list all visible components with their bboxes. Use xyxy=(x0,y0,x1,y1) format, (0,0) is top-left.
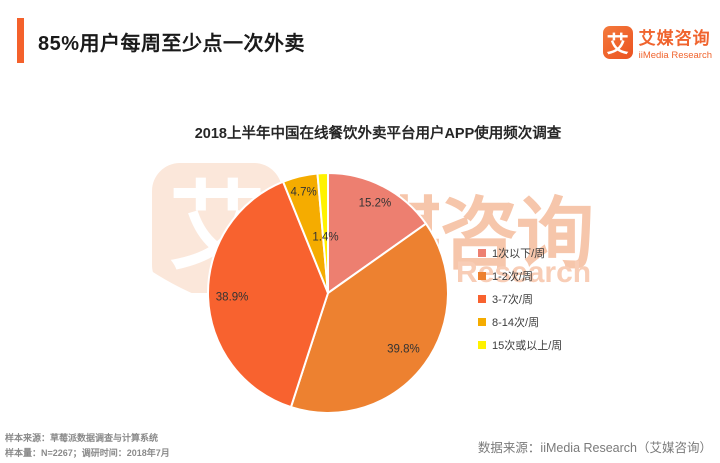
brand-name-en: iiMedia Research xyxy=(638,50,712,61)
pie-chart-container: 15.2% 39.8% 38.9% 4.7% 1.4% xyxy=(203,168,453,418)
pie-label-3: 4.7% xyxy=(290,187,316,199)
pie-slice-2 xyxy=(206,180,329,409)
legend-swatch-icon xyxy=(478,340,486,349)
legend-label: 1-2次/周 xyxy=(492,270,533,283)
footer-data-source: 数据来源：iiMedia Research（艾媒咨询） xyxy=(477,441,712,455)
pie-label-2: 38.9% xyxy=(216,291,249,303)
legend-label: 15次或以上/周 xyxy=(492,339,563,352)
legend-swatch-icon xyxy=(478,271,486,280)
legend-label: 1次以下/周 xyxy=(492,247,546,260)
brand-logo: 艾 艾媒咨询 iiMedia Research xyxy=(602,24,712,61)
brand-text: 艾媒咨询 iiMedia Research xyxy=(639,24,712,61)
pie-chart: 15.2% 39.8% 38.9% 4.7% 1.4% xyxy=(206,171,449,414)
chart-title: 2018上半年中国在线餐饮外卖平台用户APP使用频次调查 xyxy=(194,126,562,142)
pie-slice-0 xyxy=(327,172,427,294)
legend-item-4: 15次或以上/周 xyxy=(478,338,563,352)
footer-sample-info: 样本来源：草莓派数据调查与计算系统 样本量：N=2267；调研时间：2018年7… xyxy=(5,431,170,461)
pie-slice-4 xyxy=(316,171,329,294)
brand-name-cn: 艾媒咨询 xyxy=(638,29,711,48)
legend-label: 3-7次/周 xyxy=(492,293,533,306)
footer-sample-source: 样本来源：草莓派数据调查与计算系统 xyxy=(5,433,159,443)
legend: 1次以下/周 1-2次/周 3-7次/周 8-14次/周 15次或以上/周 xyxy=(478,246,562,361)
legend-swatch-icon xyxy=(478,317,486,326)
pie-slice-1 xyxy=(289,222,449,414)
legend-item-3: 8-14次/周 xyxy=(478,315,562,329)
pie-label-0: 15.2% xyxy=(359,197,392,209)
pie-label-1: 39.8% xyxy=(387,344,420,356)
legend-label: 8-14次/周 xyxy=(492,316,540,329)
legend-swatch-icon xyxy=(478,248,486,257)
iimedia-logo-icon: 艾 xyxy=(602,26,633,59)
legend-item-2: 3-7次/周 xyxy=(478,292,562,306)
pie-label-4: 1.4% xyxy=(312,232,338,244)
legend-item-0: 1次以下/周 xyxy=(478,246,562,260)
footer-sample-size: 样本量：N=2267；调研时间：2018年7月 xyxy=(5,448,170,458)
legend-swatch-icon xyxy=(478,294,486,303)
page-title: 85%用户每周至少点一次外卖 xyxy=(38,33,306,55)
legend-item-1: 1-2次/周 xyxy=(478,269,562,283)
header-accent-bar xyxy=(17,18,24,63)
